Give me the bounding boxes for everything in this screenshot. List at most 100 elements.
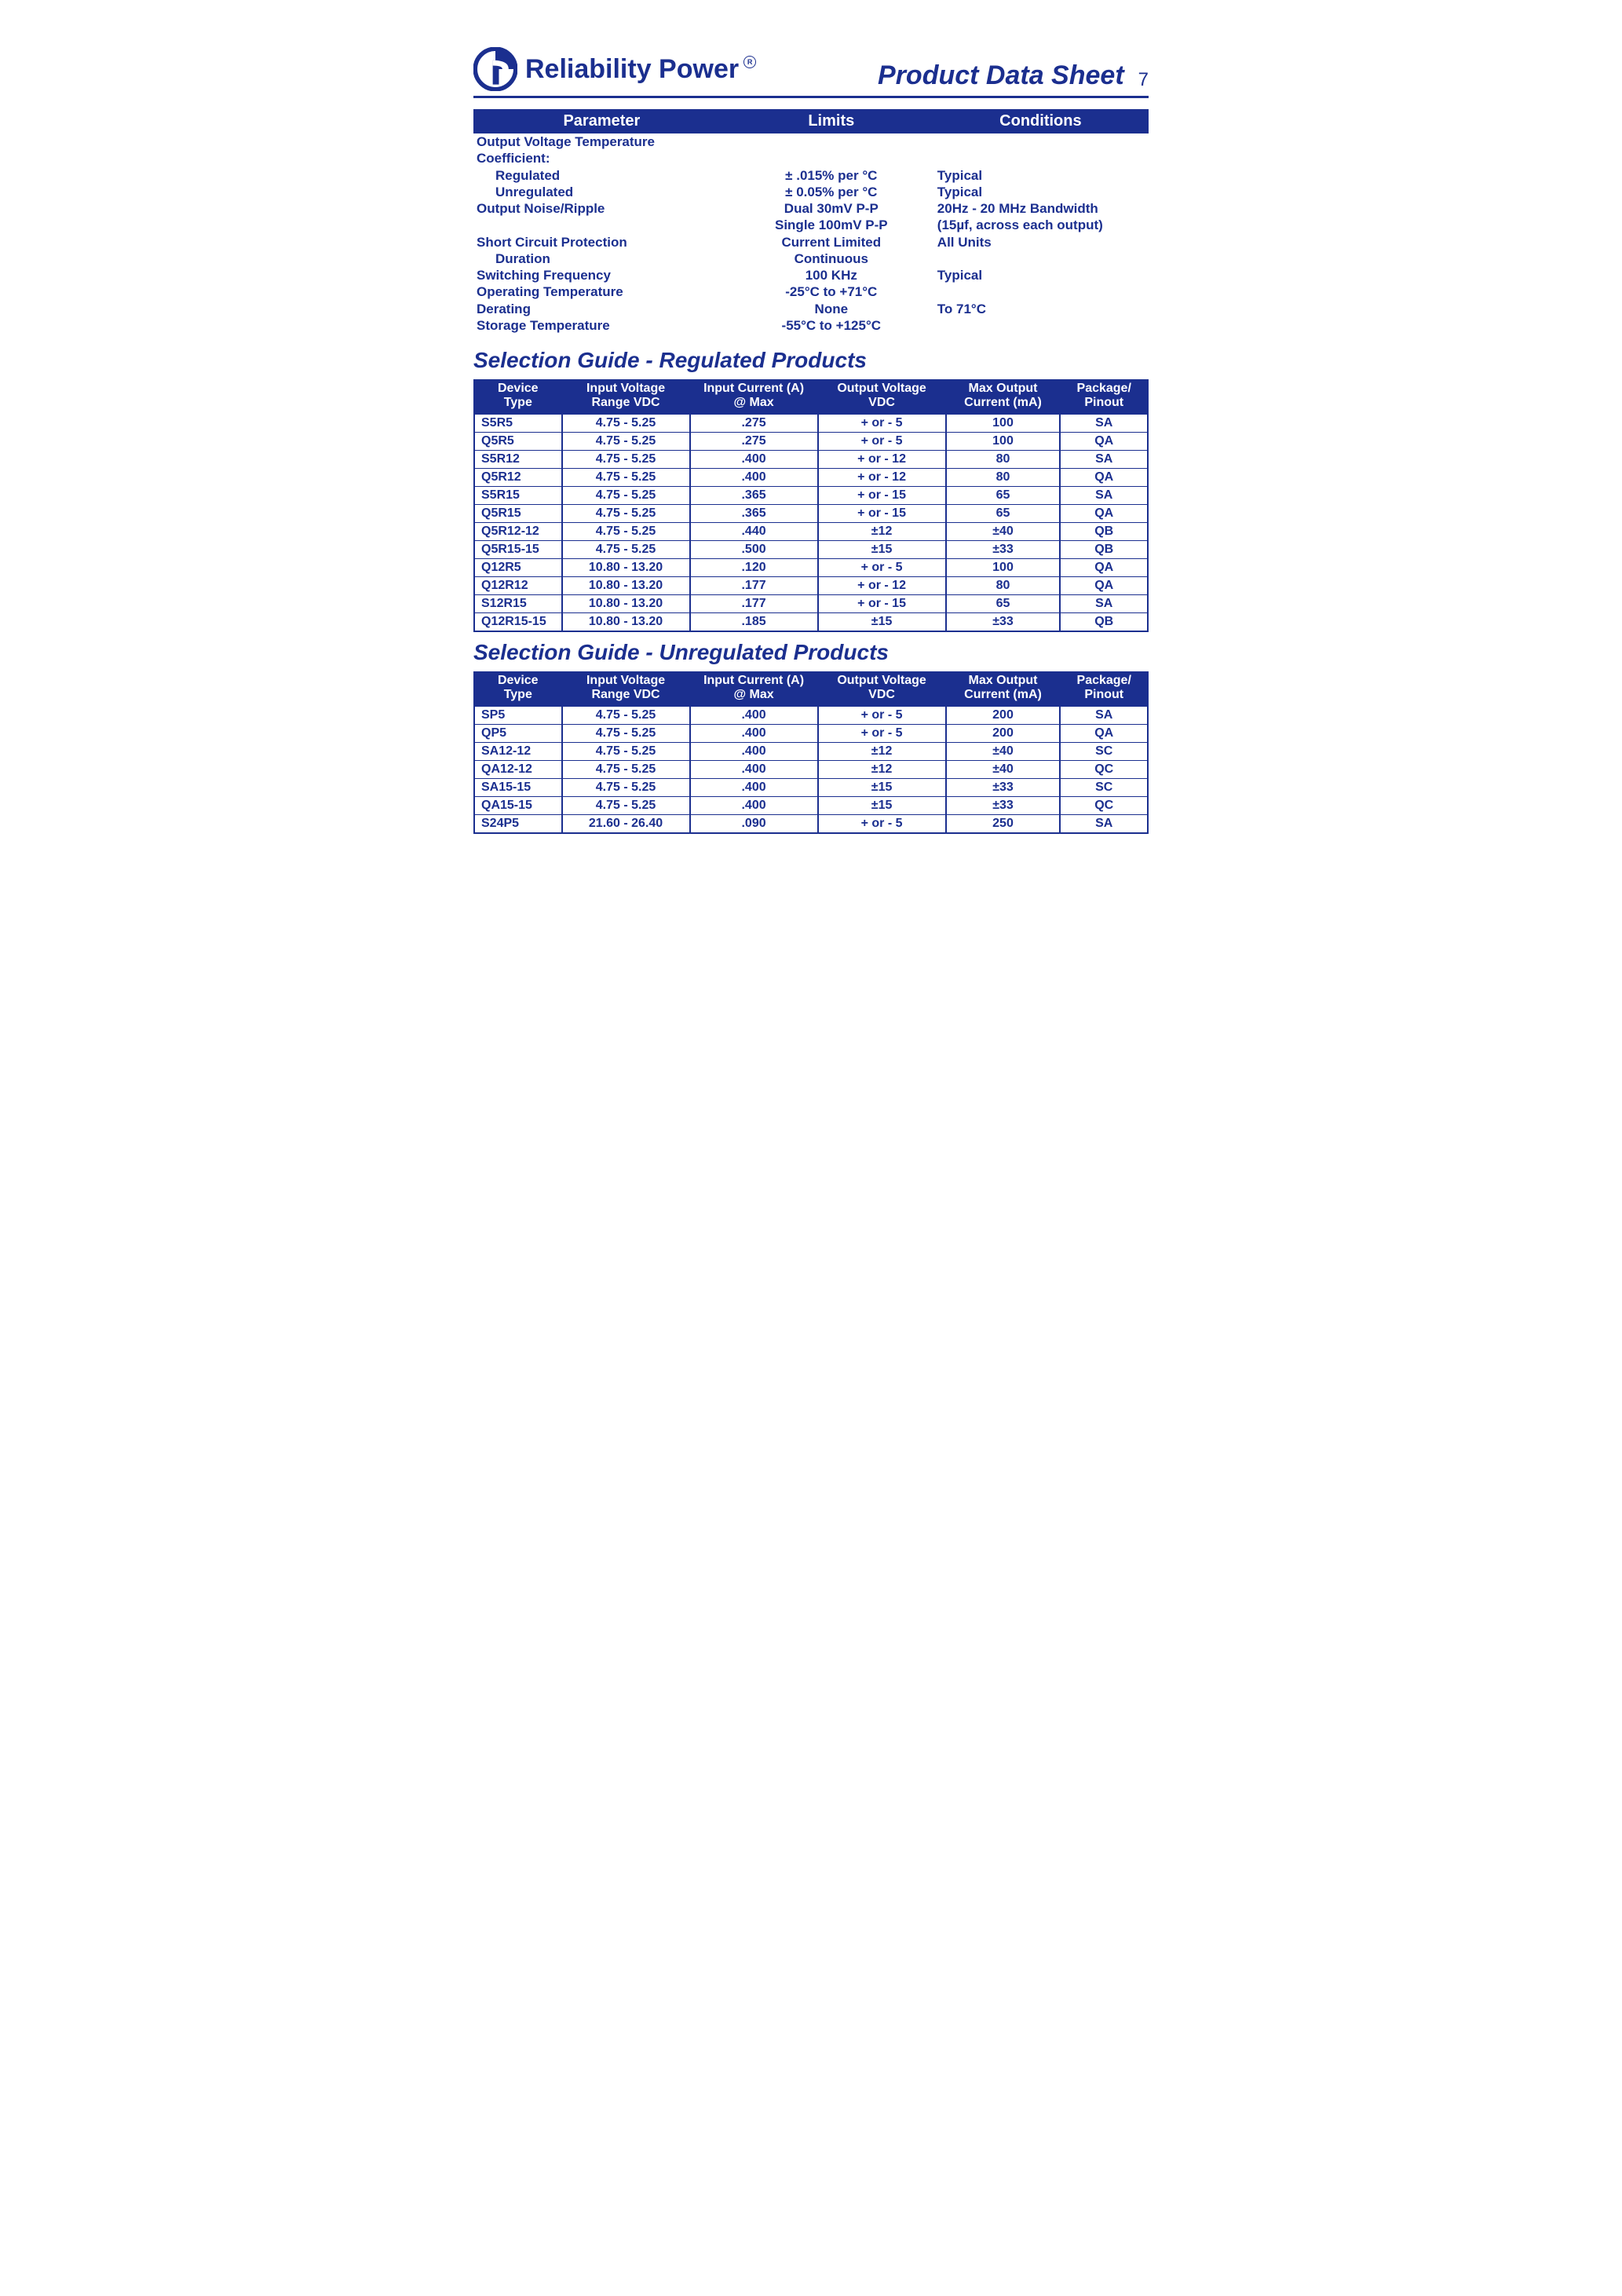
guide-row: Q5R15-154.75 - 5.25.500±15±33QB — [474, 540, 1148, 558]
spec-header-row: Parameter Limits Conditions — [473, 109, 1149, 133]
guide-cell: .400 — [690, 724, 818, 742]
guide-cell: ±40 — [946, 760, 1061, 778]
guide-cell: 4.75 - 5.25 — [562, 778, 690, 796]
guide-header-line1: Input Voltage — [566, 674, 686, 688]
guide-cell: .400 — [690, 796, 818, 814]
spec-row: Short Circuit ProtectionCurrent LimitedA… — [473, 234, 1149, 250]
device-type-cell: Q5R12 — [474, 468, 562, 486]
spec-parameter: Short Circuit Protection — [473, 234, 730, 250]
guide-header-row: DeviceTypeInput VoltageRange VDCInput Cu… — [474, 379, 1148, 414]
guide-cell: 10.80 - 13.20 — [562, 612, 690, 631]
guide-row: Q5R124.75 - 5.25.400+ or - 1280QA — [474, 468, 1148, 486]
guide-cell: ±40 — [946, 742, 1061, 760]
guide-cell: + or - 5 — [818, 814, 946, 833]
guide-cell: + or - 5 — [818, 414, 946, 433]
guide-cell: .177 — [690, 576, 818, 594]
guide-cell: 80 — [946, 576, 1061, 594]
device-type-cell: Q12R15-15 — [474, 612, 562, 631]
device-type-cell: Q5R5 — [474, 432, 562, 450]
spec-limit: Continuous — [730, 250, 933, 267]
spec-row: Unregulated± 0.05% per °CTypical — [473, 184, 1149, 200]
spec-limit: ± .015% per °C — [730, 167, 933, 184]
unregulated-table: DeviceTypeInput VoltageRange VDCInput Cu… — [473, 671, 1149, 834]
guide-cell: 80 — [946, 468, 1061, 486]
spec-condition: All Units — [933, 234, 1149, 250]
guide-cell: QB — [1060, 540, 1148, 558]
guide-row: S12R1510.80 - 13.20.177+ or - 1565SA — [474, 594, 1148, 612]
guide-header-cell: Output VoltageVDC — [818, 671, 946, 706]
guide-row: Q12R1210.80 - 13.20.177+ or - 1280QA — [474, 576, 1148, 594]
device-type-cell: QA12-12 — [474, 760, 562, 778]
guide-header-row: DeviceTypeInput VoltageRange VDCInput Cu… — [474, 671, 1148, 706]
brand-logo-icon — [473, 47, 517, 91]
guide-row: Q5R154.75 - 5.25.365+ or - 1565QA — [474, 504, 1148, 522]
header-right: Product Data Sheet 7 — [878, 60, 1149, 91]
guide-cell: 10.80 - 13.20 — [562, 594, 690, 612]
spec-row: Operating Temperature-25°C to +71°C — [473, 283, 1149, 300]
guide-cell: 200 — [946, 724, 1061, 742]
guide-cell: QA — [1060, 558, 1148, 576]
guide-header-line2: Range VDC — [566, 688, 686, 702]
guide-cell: 100 — [946, 414, 1061, 433]
guide-cell: 4.75 - 5.25 — [562, 742, 690, 760]
guide-header-cell: Input VoltageRange VDC — [562, 379, 690, 414]
spec-condition — [933, 250, 1149, 267]
guide-cell: QA — [1060, 468, 1148, 486]
spec-header-conditions: Conditions — [933, 109, 1149, 133]
guide-cell: 200 — [946, 706, 1061, 725]
guide-row: S24P521.60 - 26.40.090+ or - 5250SA — [474, 814, 1148, 833]
guide-cell: QC — [1060, 760, 1148, 778]
guide-cell: QB — [1060, 522, 1148, 540]
guide-cell: 4.75 - 5.25 — [562, 432, 690, 450]
device-type-cell: SA12-12 — [474, 742, 562, 760]
guide-cell: SA — [1060, 706, 1148, 725]
guide-cell: + or - 5 — [818, 432, 946, 450]
spec-limit: Current Limited — [730, 234, 933, 250]
spec-row: Single 100mV P-P(15µf, across each outpu… — [473, 217, 1149, 233]
guide-cell: .440 — [690, 522, 818, 540]
spec-condition: Typical — [933, 167, 1149, 184]
spec-parameter: Output Voltage Temperature — [473, 133, 730, 150]
guide-cell: .400 — [690, 778, 818, 796]
guide-cell: .275 — [690, 432, 818, 450]
guide-cell: 80 — [946, 450, 1061, 468]
guide-cell: 4.75 - 5.25 — [562, 724, 690, 742]
guide-header-line1: Package/ — [1064, 382, 1144, 396]
spec-row: Storage Temperature-55°C to +125°C — [473, 317, 1149, 334]
guide-cell: + or - 15 — [818, 486, 946, 504]
guide-header-cell: Output VoltageVDC — [818, 379, 946, 414]
guide-cell: .400 — [690, 468, 818, 486]
guide-cell: 4.75 - 5.25 — [562, 414, 690, 433]
guide-cell: 100 — [946, 432, 1061, 450]
spec-condition — [933, 317, 1149, 334]
guide-cell: 21.60 - 26.40 — [562, 814, 690, 833]
guide-cell: .185 — [690, 612, 818, 631]
spec-limit: 100 KHz — [730, 267, 933, 283]
brand-name: Reliability Power R — [525, 54, 756, 85]
guide-cell: ±12 — [818, 760, 946, 778]
guide-cell: SA — [1060, 486, 1148, 504]
guide-cell: ±12 — [818, 742, 946, 760]
guide-cell: .275 — [690, 414, 818, 433]
guide-cell: .365 — [690, 504, 818, 522]
guide-cell: ±33 — [946, 796, 1061, 814]
guide-cell: .177 — [690, 594, 818, 612]
device-type-cell: S5R12 — [474, 450, 562, 468]
guide-cell: + or - 5 — [818, 724, 946, 742]
guide-cell: SA — [1060, 450, 1148, 468]
guide-cell: .400 — [690, 760, 818, 778]
guide-cell: .400 — [690, 450, 818, 468]
guide-row: S5R154.75 - 5.25.365+ or - 1565SA — [474, 486, 1148, 504]
spec-parameter — [473, 217, 730, 233]
guide-cell: 100 — [946, 558, 1061, 576]
spec-row: Switching Frequency100 KHzTypical — [473, 267, 1149, 283]
section-title-regulated: Selection Guide - Regulated Products — [473, 348, 1149, 373]
guide-row: S5R124.75 - 5.25.400+ or - 1280SA — [474, 450, 1148, 468]
spec-condition — [933, 133, 1149, 150]
guide-header-cell: Package/Pinout — [1060, 671, 1148, 706]
page-header: Reliability Power R Product Data Sheet 7 — [473, 47, 1149, 98]
guide-cell: 65 — [946, 486, 1061, 504]
device-type-cell: S24P5 — [474, 814, 562, 833]
spec-condition: Typical — [933, 267, 1149, 283]
guide-header-cell: Input VoltageRange VDC — [562, 671, 690, 706]
